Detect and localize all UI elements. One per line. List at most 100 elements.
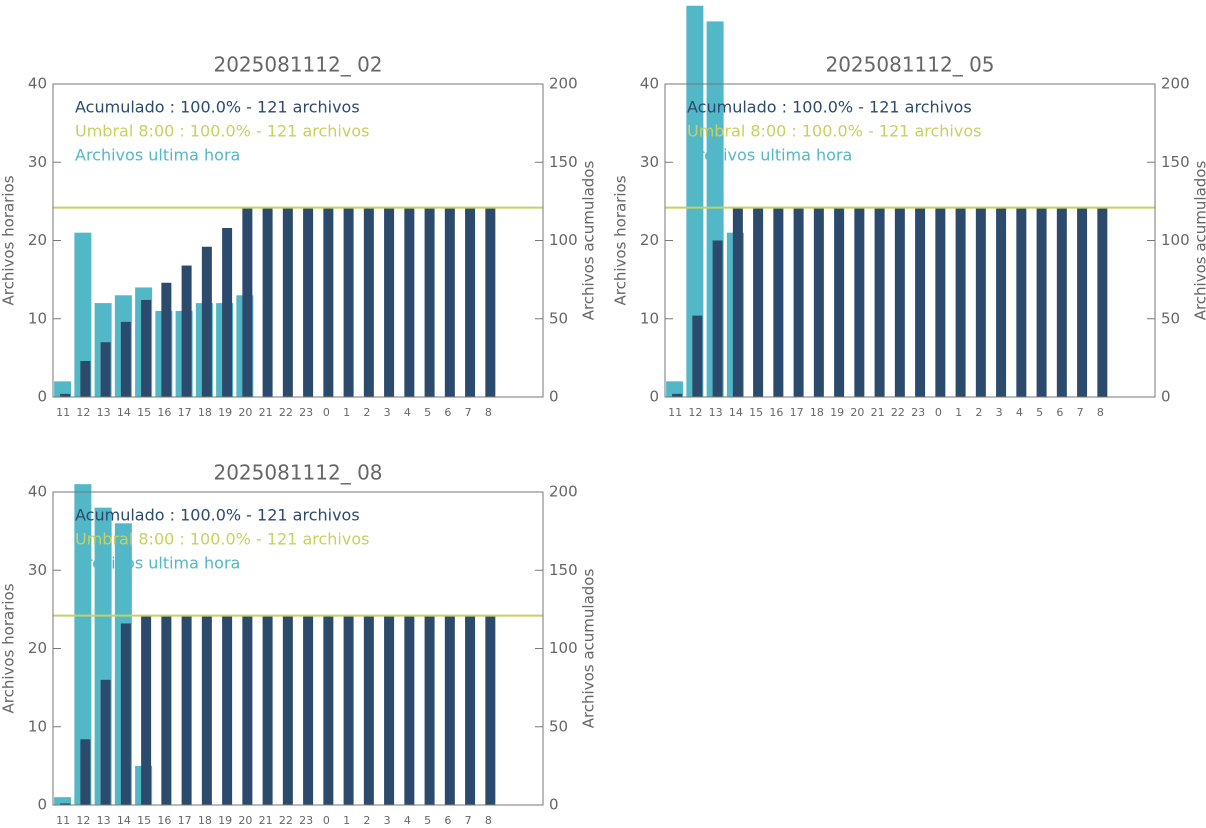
y-tick-label: 10 bbox=[28, 717, 47, 735]
legend-entry: Umbral 8:00 : 100.0% - 121 archivos bbox=[687, 122, 981, 141]
legend-entry: Archivos ultima hora bbox=[75, 146, 240, 165]
y-tick-label: 20 bbox=[640, 231, 659, 249]
cumulative-bar bbox=[201, 615, 212, 805]
y-tick-label: 0 bbox=[37, 796, 47, 814]
cumulative-bar bbox=[323, 615, 334, 805]
x-tick-label: 22 bbox=[279, 406, 293, 419]
y-tick-label: 10 bbox=[28, 309, 47, 327]
cumulative-bar bbox=[874, 207, 885, 397]
cumulative-bar bbox=[262, 615, 273, 805]
cumulative-bar bbox=[100, 342, 111, 397]
y-tick-label: 20 bbox=[28, 639, 47, 657]
x-tick-label: 5 bbox=[1036, 406, 1043, 419]
x-tick-label: 23 bbox=[299, 406, 313, 419]
cumulative-bar bbox=[262, 207, 273, 397]
y-tick-label: 30 bbox=[28, 561, 47, 579]
legend-entry: Archivos ultima hora bbox=[687, 146, 852, 165]
y-tick-label: 10 bbox=[640, 309, 659, 327]
x-tick-label: 11 bbox=[56, 406, 70, 419]
x-tick-label: 21 bbox=[259, 406, 273, 419]
cumulative-bar bbox=[465, 207, 476, 397]
cumulative-bar bbox=[141, 615, 152, 805]
x-tick-label: 3 bbox=[384, 406, 391, 419]
cumulative-bar bbox=[424, 207, 435, 397]
y2-tick-label: 100 bbox=[549, 639, 578, 657]
x-tick-label: 4 bbox=[404, 406, 411, 419]
cumulative-bar bbox=[485, 615, 496, 805]
legend-entry: Acumulado : 100.0% - 121 archivos bbox=[75, 98, 360, 117]
hourly-bar bbox=[686, 5, 704, 397]
x-tick-label: 23 bbox=[911, 406, 925, 419]
cumulative-bar bbox=[80, 361, 91, 397]
cumulative-bar bbox=[201, 246, 212, 397]
x-tick-label: 3 bbox=[384, 814, 391, 827]
cumulative-bar bbox=[303, 615, 314, 805]
x-tick-label: 21 bbox=[259, 814, 273, 827]
chart-title: 2025081112_ 05 bbox=[825, 53, 994, 77]
cumulative-bar bbox=[242, 615, 253, 805]
cumulative-bar bbox=[100, 679, 111, 805]
x-tick-label: 15 bbox=[749, 406, 763, 419]
x-tick-label: 17 bbox=[178, 814, 192, 827]
y-axis-label: Archivos horarios bbox=[0, 583, 18, 713]
x-tick-label: 6 bbox=[444, 814, 451, 827]
x-tick-label: 7 bbox=[465, 406, 472, 419]
y-tick-label: 40 bbox=[28, 75, 47, 93]
x-tick-label: 6 bbox=[1056, 406, 1063, 419]
cumulative-bar bbox=[120, 321, 131, 397]
x-tick-label: 8 bbox=[1097, 406, 1104, 419]
cumulative-bar bbox=[1056, 207, 1067, 397]
y2-tick-label: 50 bbox=[1161, 309, 1180, 327]
y-tick-label: 30 bbox=[640, 153, 659, 171]
y2-tick-label: 200 bbox=[549, 483, 578, 501]
x-tick-label: 4 bbox=[1016, 406, 1023, 419]
x-tick-label: 12 bbox=[688, 406, 702, 419]
cumulative-bar bbox=[161, 615, 172, 805]
hourly-bar bbox=[74, 232, 92, 397]
x-tick-label: 13 bbox=[709, 406, 723, 419]
y-tick-label: 40 bbox=[640, 75, 659, 93]
x-tick-label: 14 bbox=[729, 406, 743, 419]
y2-axis-label: Archivos acumulados bbox=[580, 569, 598, 729]
x-tick-label: 18 bbox=[198, 814, 212, 827]
x-tick-label: 5 bbox=[424, 814, 431, 827]
cumulative-bar bbox=[80, 739, 91, 805]
cumulative-bar bbox=[60, 803, 71, 805]
x-tick-label: 14 bbox=[117, 814, 131, 827]
legend-entry: Acumulado : 100.0% - 121 archivos bbox=[75, 506, 360, 525]
cumulative-bar bbox=[834, 207, 845, 397]
x-tick-label: 16 bbox=[769, 406, 783, 419]
hourly-bar bbox=[54, 797, 72, 805]
y2-tick-label: 0 bbox=[1161, 388, 1171, 406]
y-tick-label: 20 bbox=[28, 231, 47, 249]
cumulative-bar bbox=[712, 240, 723, 397]
y2-tick-label: 150 bbox=[549, 153, 578, 171]
cumulative-bar bbox=[854, 207, 865, 397]
hourly-bar bbox=[74, 484, 92, 805]
y-tick-label: 0 bbox=[649, 388, 659, 406]
cumulative-bar bbox=[343, 207, 354, 397]
cumulative-bar bbox=[1036, 207, 1047, 397]
x-tick-label: 12 bbox=[76, 814, 90, 827]
x-tick-label: 15 bbox=[137, 406, 151, 419]
y-tick-label: 0 bbox=[37, 388, 47, 406]
cumulative-bar bbox=[222, 615, 233, 805]
cumulative-bar bbox=[161, 282, 172, 397]
x-tick-label: 2 bbox=[975, 406, 982, 419]
x-tick-label: 7 bbox=[465, 814, 472, 827]
cumulative-bar bbox=[975, 207, 986, 397]
cumulative-bar bbox=[404, 207, 415, 397]
x-tick-label: 3 bbox=[996, 406, 1003, 419]
hourly-bar bbox=[666, 381, 684, 397]
cumulative-bar bbox=[793, 207, 804, 397]
cumulative-bar bbox=[692, 315, 703, 397]
y2-tick-label: 100 bbox=[1161, 231, 1190, 249]
x-tick-label: 0 bbox=[935, 406, 942, 419]
chart-title: 2025081112_ 08 bbox=[213, 461, 382, 485]
x-tick-label: 18 bbox=[198, 406, 212, 419]
x-tick-label: 13 bbox=[97, 406, 111, 419]
legend-entry: Archivos ultima hora bbox=[75, 554, 240, 573]
